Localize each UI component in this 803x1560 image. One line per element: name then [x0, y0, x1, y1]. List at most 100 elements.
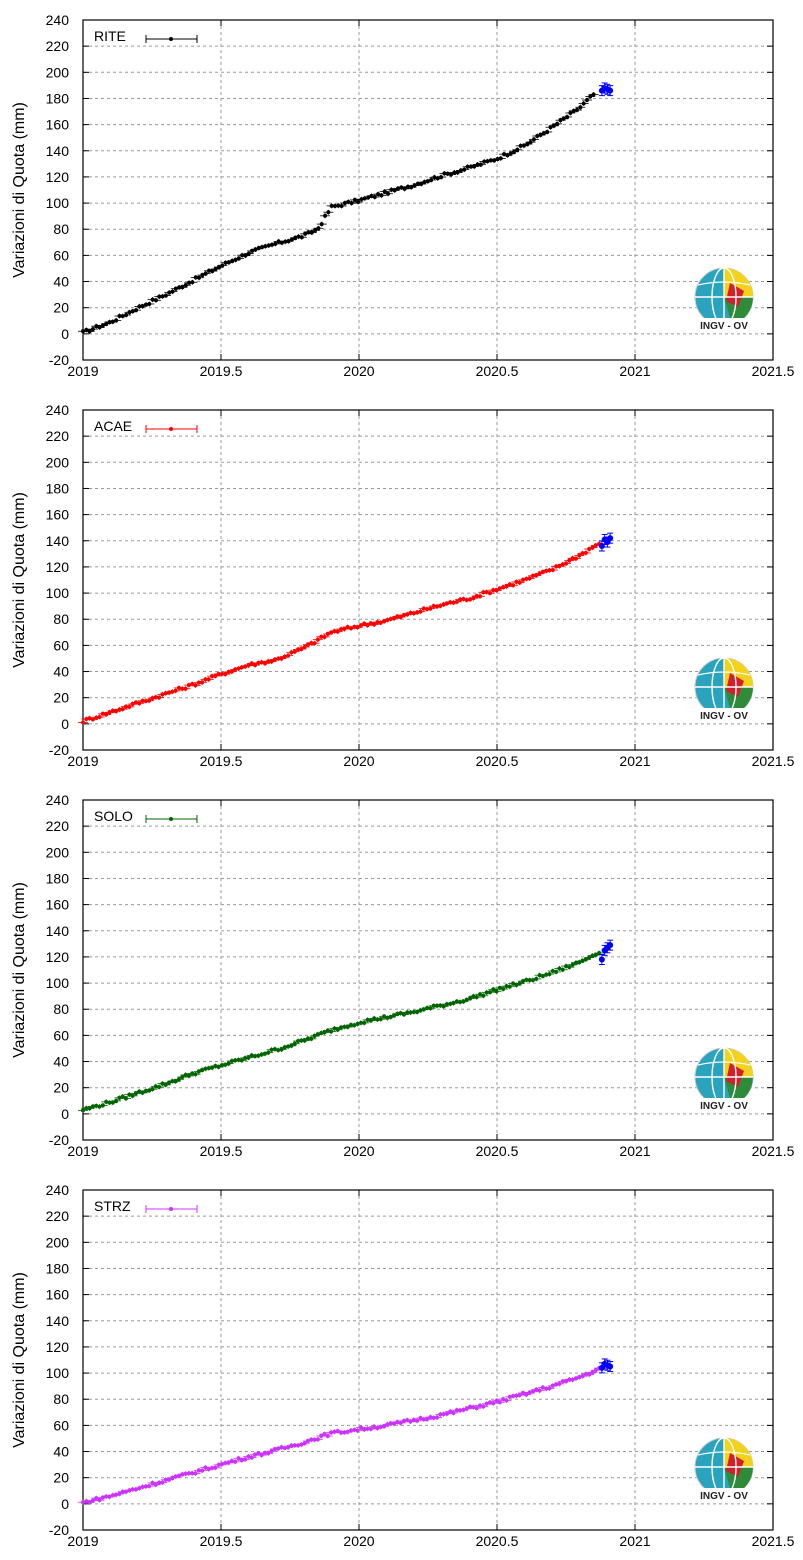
y-tick-label: 160: [46, 117, 70, 133]
data-point: [368, 1018, 373, 1023]
data-point: [491, 1401, 496, 1406]
logo-label: INGV - OV: [700, 1491, 748, 1502]
data-point: [388, 617, 393, 622]
data-point: [170, 289, 175, 294]
data-point: [482, 159, 487, 164]
data-point: [302, 1441, 307, 1446]
data-point: [269, 1449, 274, 1454]
y-tick-label: 160: [46, 897, 70, 913]
y-tick-label: 100: [46, 1365, 70, 1381]
data-point: [256, 1451, 261, 1456]
data-point: [180, 1472, 185, 1477]
data-point-latest: [598, 956, 605, 963]
logo-wedge-red: [726, 1063, 744, 1087]
data-point: [412, 183, 417, 188]
logo-parallel: [697, 281, 751, 286]
data-point: [236, 1456, 241, 1461]
data-point: [246, 251, 251, 256]
data-point: [114, 1098, 119, 1103]
data-point: [540, 974, 545, 979]
data-point: [253, 1054, 258, 1059]
data-point: [233, 1058, 238, 1063]
data-point: [243, 253, 248, 258]
data-point: [332, 629, 337, 634]
data-point: [236, 256, 241, 261]
data-point: [551, 123, 556, 128]
data-point: [97, 1498, 102, 1503]
data-point: [405, 1418, 410, 1423]
data-point: [497, 1400, 502, 1405]
x-tick-label: 2021: [619, 1143, 650, 1159]
data-point: [246, 663, 251, 668]
data-point: [458, 1000, 463, 1005]
series-strz: [78, 1365, 605, 1505]
data-point: [120, 1094, 125, 1099]
data-point: [299, 647, 304, 652]
data-point: [305, 642, 310, 647]
y-tick-label: 0: [61, 326, 69, 342]
data-point: [210, 269, 215, 274]
data-point: [378, 1017, 383, 1022]
data-point: [418, 609, 423, 614]
y-tick-label: 80: [53, 1001, 69, 1017]
data-point: [568, 110, 573, 115]
data-point: [564, 561, 569, 566]
data-point: [150, 1480, 155, 1485]
data-point: [316, 226, 321, 231]
data-point: [249, 1455, 254, 1460]
data-point: [140, 1090, 145, 1095]
data-point: [329, 1029, 334, 1034]
y-tick-label: 200: [46, 1234, 70, 1250]
data-point: [565, 114, 570, 119]
data-point: [220, 263, 225, 268]
data-point: [216, 265, 221, 270]
data-point: [335, 1027, 340, 1032]
data-point: [239, 1058, 244, 1063]
data-point: [107, 710, 112, 715]
data-point: [545, 129, 550, 134]
data-point: [180, 285, 185, 290]
data-point: [408, 1010, 413, 1015]
legend-swatch-point: [169, 1207, 173, 1211]
data-point: [216, 1462, 221, 1467]
y-tick-label: 40: [53, 1054, 69, 1070]
data-point: [391, 1013, 396, 1018]
data-point: [147, 1484, 152, 1489]
x-tick-label: 2021.5: [752, 753, 795, 769]
data-point: [378, 620, 383, 625]
y-tick-label: 120: [46, 1339, 70, 1355]
data-point: [421, 606, 426, 611]
data-point: [229, 669, 234, 674]
data-point: [445, 171, 450, 176]
data-point: [521, 1390, 526, 1395]
data-point: [269, 1047, 274, 1052]
data-point: [90, 1104, 95, 1109]
data-point: [355, 625, 360, 630]
y-tick-label: 160: [46, 1287, 70, 1303]
data-point: [487, 990, 492, 995]
data-point: [130, 1093, 135, 1098]
data-point: [515, 147, 520, 152]
data-point: [183, 1471, 188, 1476]
data-point: [481, 1404, 486, 1409]
ingv-ov-logo: INGV - OV: [692, 267, 756, 332]
data-point: [104, 1099, 109, 1104]
data-point: [512, 149, 517, 154]
data-point: [282, 1445, 287, 1450]
data-point: [375, 620, 380, 625]
data-point: [451, 1410, 456, 1415]
data-point: [391, 616, 396, 621]
logo-parallel: [697, 1061, 751, 1066]
y-tick-label: 120: [46, 949, 70, 965]
series-solo: [78, 950, 605, 1113]
y-tick-label: 240: [46, 792, 70, 808]
data-point: [147, 301, 152, 306]
data-point: [454, 999, 459, 1004]
legend-swatch-point: [169, 37, 173, 41]
data-point: [90, 717, 95, 722]
data-point: [226, 260, 231, 265]
data-point: [578, 105, 583, 110]
y-tick-label: 220: [46, 38, 70, 54]
data-point: [352, 1427, 357, 1432]
data-point: [395, 1011, 400, 1016]
